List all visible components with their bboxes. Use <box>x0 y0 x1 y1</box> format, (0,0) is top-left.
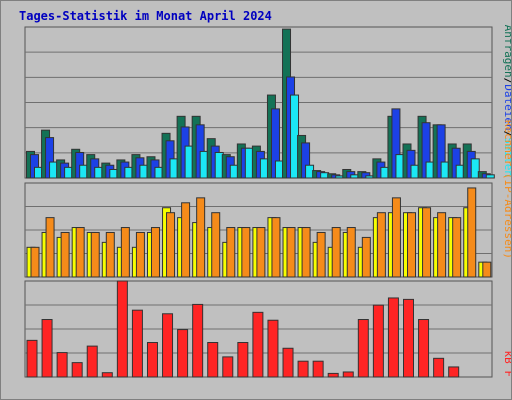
day-label-25: 25 <box>1 1 8 4</box>
day-label-16: 16 <box>1 1 8 4</box>
bar-kb-day12 <box>192 303 204 378</box>
day-label-10: 10 <box>1 1 8 4</box>
bar-hosts-day9 <box>150 227 160 278</box>
day-label-22: 22 <box>1 1 8 4</box>
day-label-19: 19 <box>1 1 8 4</box>
bar-hosts-day30 <box>467 187 477 278</box>
bar-hosts-day11 <box>181 202 191 278</box>
bar-kb-day26 <box>403 298 414 378</box>
day-label-27: 27 <box>1 1 8 4</box>
day-label-28: 28 <box>1 1 8 4</box>
bar-hosts-day15 <box>241 227 251 278</box>
day-label-23: 23 <box>1 1 8 4</box>
bar-hosts-day8 <box>135 231 145 278</box>
bar-hosts-day10 <box>166 212 176 278</box>
bar-hosts-day23 <box>361 236 371 278</box>
bar-kb-day13 <box>207 342 219 378</box>
legend-requests-files-pages: Anfragen/Dateien/Seiten <box>502 25 512 177</box>
day-label-24: 24 <box>1 1 8 4</box>
day-label-18: 18 <box>1 1 8 4</box>
day-label-5: 5 <box>1 1 4 4</box>
bar-hosts-day22 <box>346 227 356 278</box>
day-label-15: 15 <box>1 1 8 4</box>
bar-seiten-day31 <box>485 174 495 179</box>
bar-kb-day3 <box>56 352 68 378</box>
bar-hosts-day12 <box>196 197 206 278</box>
bar-hosts-day31 <box>482 261 492 278</box>
bar-hosts-day2 <box>45 217 55 278</box>
bar-kb-day11 <box>177 329 189 378</box>
day-label-3: 3 <box>1 1 4 4</box>
bar-hosts-day29 <box>452 217 462 278</box>
bar-kb-day20 <box>312 360 324 378</box>
bar-kb-day5 <box>86 345 98 378</box>
day-label-7: 7 <box>1 1 4 4</box>
day-label-4: 4 <box>1 1 5 4</box>
day-label-20: 20 <box>1 1 8 4</box>
bar-hosts-day18 <box>286 227 296 278</box>
day-label-13: 13 <box>1 1 8 4</box>
day-label-11: 11 <box>1 1 8 4</box>
bar-kb-day14 <box>222 356 234 378</box>
bar-kb-day28 <box>433 357 445 378</box>
legend-hosts: Rechner (IP-Adressen) <box>502 120 512 259</box>
bar-hosts-day4 <box>75 227 85 278</box>
bar-hosts-day26 <box>407 212 416 278</box>
bar-kb-day27 <box>418 319 430 378</box>
chart-title: Tages-Statistik im Monat April 2024 <box>19 9 272 23</box>
bar-hosts-day21 <box>331 227 341 278</box>
bar-hosts-day28 <box>437 212 447 278</box>
day-label-29: 29 <box>1 1 8 4</box>
bar-kb-day23 <box>357 319 369 378</box>
bar-kb-day7 <box>116 280 128 378</box>
bar-kb-day1 <box>26 339 38 378</box>
day-label-14: 14 <box>1 1 8 4</box>
bar-kb-day2 <box>41 319 53 378</box>
bar-hosts-day13 <box>211 212 221 278</box>
day-label-1: 1 <box>1 1 4 4</box>
bar-kb-day29 <box>448 366 460 378</box>
bar-kb-day21 <box>327 372 339 378</box>
bar-kb-day9 <box>146 342 158 378</box>
bar-kb-day16 <box>252 311 264 378</box>
bar-hosts-day20 <box>316 231 326 278</box>
bar-kb-day17 <box>267 319 279 378</box>
bar-kb-day22 <box>342 371 354 378</box>
day-label-26: 26 <box>1 1 8 4</box>
bar-hosts-day27 <box>422 207 432 278</box>
bar-hosts-day16 <box>256 227 266 278</box>
bar-kb-day6 <box>101 372 113 378</box>
bar-kb-day24 <box>372 304 384 378</box>
bar-hosts-day14 <box>226 227 236 278</box>
bar-kb-day18 <box>282 347 294 378</box>
bar-kb-day15 <box>237 342 249 378</box>
day-label-21: 21 <box>1 1 8 4</box>
bar-kb-day19 <box>297 360 309 378</box>
bar-hosts-day6 <box>105 231 115 278</box>
bar-hosts-day3 <box>60 231 70 278</box>
bar-hosts-day5 <box>90 231 100 278</box>
day-label-2: 2 <box>1 1 4 4</box>
bar-hosts-day7 <box>120 227 130 278</box>
day-label-31: 31 <box>1 1 8 4</box>
bar-hosts-day1 <box>30 246 40 278</box>
bar-seiten-day30 <box>470 158 480 179</box>
day-label-30: 30 <box>1 1 8 4</box>
bar-hosts-day25 <box>391 197 401 278</box>
bar-hosts-day19 <box>301 227 311 278</box>
day-label-9: 9 <box>1 1 4 4</box>
bar-kb-day25 <box>387 297 399 378</box>
legend-kb: kB F <box>502 351 512 378</box>
bar-hosts-day17 <box>271 217 281 278</box>
day-label-17: 17 <box>1 1 8 4</box>
bar-hosts-day24 <box>376 212 386 278</box>
day-label-8: 8 <box>1 1 4 4</box>
day-label-12: 12 <box>1 1 8 4</box>
bar-kb-day10 <box>162 313 174 378</box>
day-label-6: 6 <box>1 1 4 4</box>
bar-kb-day4 <box>71 362 83 378</box>
bar-kb-day8 <box>131 309 143 378</box>
